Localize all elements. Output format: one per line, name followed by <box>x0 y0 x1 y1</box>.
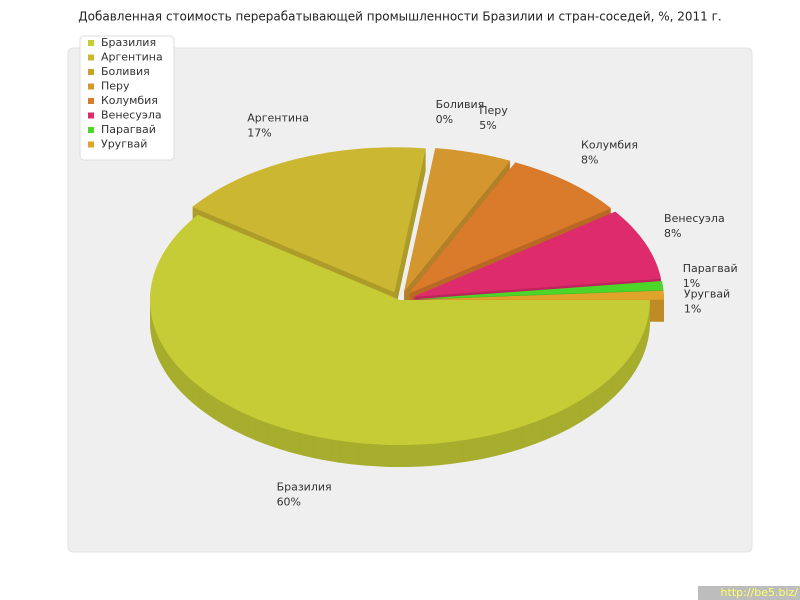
legend-label: Бразилия <box>101 36 156 49</box>
slice <box>149 214 651 445</box>
data-label-value: 8% <box>581 153 598 166</box>
data-label-name: Парагвай <box>683 262 738 275</box>
legend-box <box>79 35 175 161</box>
legend-label: Аргентина <box>101 51 163 64</box>
data-label-value: 60% <box>277 495 301 508</box>
data-label-value: 1% <box>684 302 701 315</box>
slice <box>413 281 664 300</box>
legend-label: Перу <box>101 80 130 93</box>
slice <box>192 147 426 293</box>
slice <box>413 211 662 297</box>
chart-title: Добавленная стоимость перерабатывающей п… <box>78 10 721 24</box>
data-label-name: Уругвай <box>684 287 730 300</box>
legend-label: Венесуэла <box>101 109 162 122</box>
data-label-name: Венесуэла <box>664 212 725 225</box>
legend-swatch <box>88 83 94 90</box>
data-label-value: 0% <box>436 113 453 126</box>
data-label-name: Перу <box>479 104 508 117</box>
data-label-name: Боливия <box>436 98 485 111</box>
legend-label: Колумбия <box>101 94 158 107</box>
slice <box>408 162 612 294</box>
data-label-name: Колумбия <box>581 138 638 151</box>
data-label-value: 5% <box>479 119 496 132</box>
watermark-bg <box>698 586 800 600</box>
legend-swatch <box>88 69 94 75</box>
legend-swatch <box>88 141 94 148</box>
legend-label: Уругвай <box>101 138 147 151</box>
data-label-value: 17% <box>247 127 271 140</box>
legend-swatch <box>88 40 94 46</box>
slice <box>413 290 664 300</box>
data-label-name: Бразилия <box>277 480 332 493</box>
pie: Бразилия 60% Аргентина 17% Боливия 0% Перу 5% Ко… <box>149 98 738 508</box>
legend-label: Парагвай <box>101 123 156 136</box>
watermark: http://be5.biz/ <box>721 586 799 599</box>
legend-swatch <box>88 112 94 119</box>
slice <box>403 148 511 292</box>
data-label-value: 8% <box>664 227 681 240</box>
data-label-name: Аргентина <box>247 112 309 125</box>
legend-swatch <box>88 98 94 104</box>
data-label-value: 1% <box>683 277 700 290</box>
legend-swatch <box>88 54 94 61</box>
legend-label: Боливия <box>101 65 150 78</box>
legend-swatch <box>88 127 94 133</box>
